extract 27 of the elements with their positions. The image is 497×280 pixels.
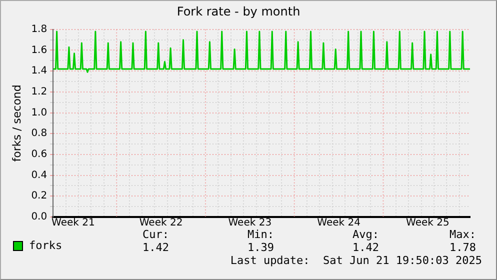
y-tick-label: 1.6	[31, 44, 48, 56]
x-tick-label: Week 21	[52, 218, 95, 229]
text: 1.42	[352, 241, 379, 254]
y-tick-label: 1.8	[31, 24, 48, 35]
y-axis-title: forks / second	[10, 84, 24, 162]
x-tick-label: Week 22	[139, 218, 183, 229]
y-tick-label: 0.2	[31, 190, 48, 202]
y-tick-label: 1.2	[31, 86, 48, 98]
text: Last update: Sat Jun 21 19:50:03 2025	[230, 254, 482, 267]
chart-title: Fork rate - by month	[176, 4, 300, 18]
text: Cur:	[142, 228, 169, 241]
y-tick-label: 0.6	[31, 149, 48, 160]
text: 1.78	[450, 241, 476, 254]
text: Avg:	[352, 228, 379, 241]
y-tick-label: 1.4	[31, 66, 48, 77]
y-tick-label: 0.4	[31, 170, 48, 181]
legend-label: forks	[29, 239, 62, 252]
x-tick-label: Week 25	[406, 218, 450, 229]
text: 1.42	[142, 241, 169, 254]
y-tick-label: 1.0	[31, 107, 48, 118]
x-tick-label: Week 24	[317, 218, 360, 229]
x-tick-label: Week 23	[228, 218, 272, 229]
y-tick-label: 0.8	[31, 128, 48, 140]
y-tick-label: 0.0	[31, 212, 48, 223]
text: 1.39	[248, 241, 274, 254]
text: Max:	[450, 228, 476, 241]
text: Min:	[248, 228, 274, 241]
